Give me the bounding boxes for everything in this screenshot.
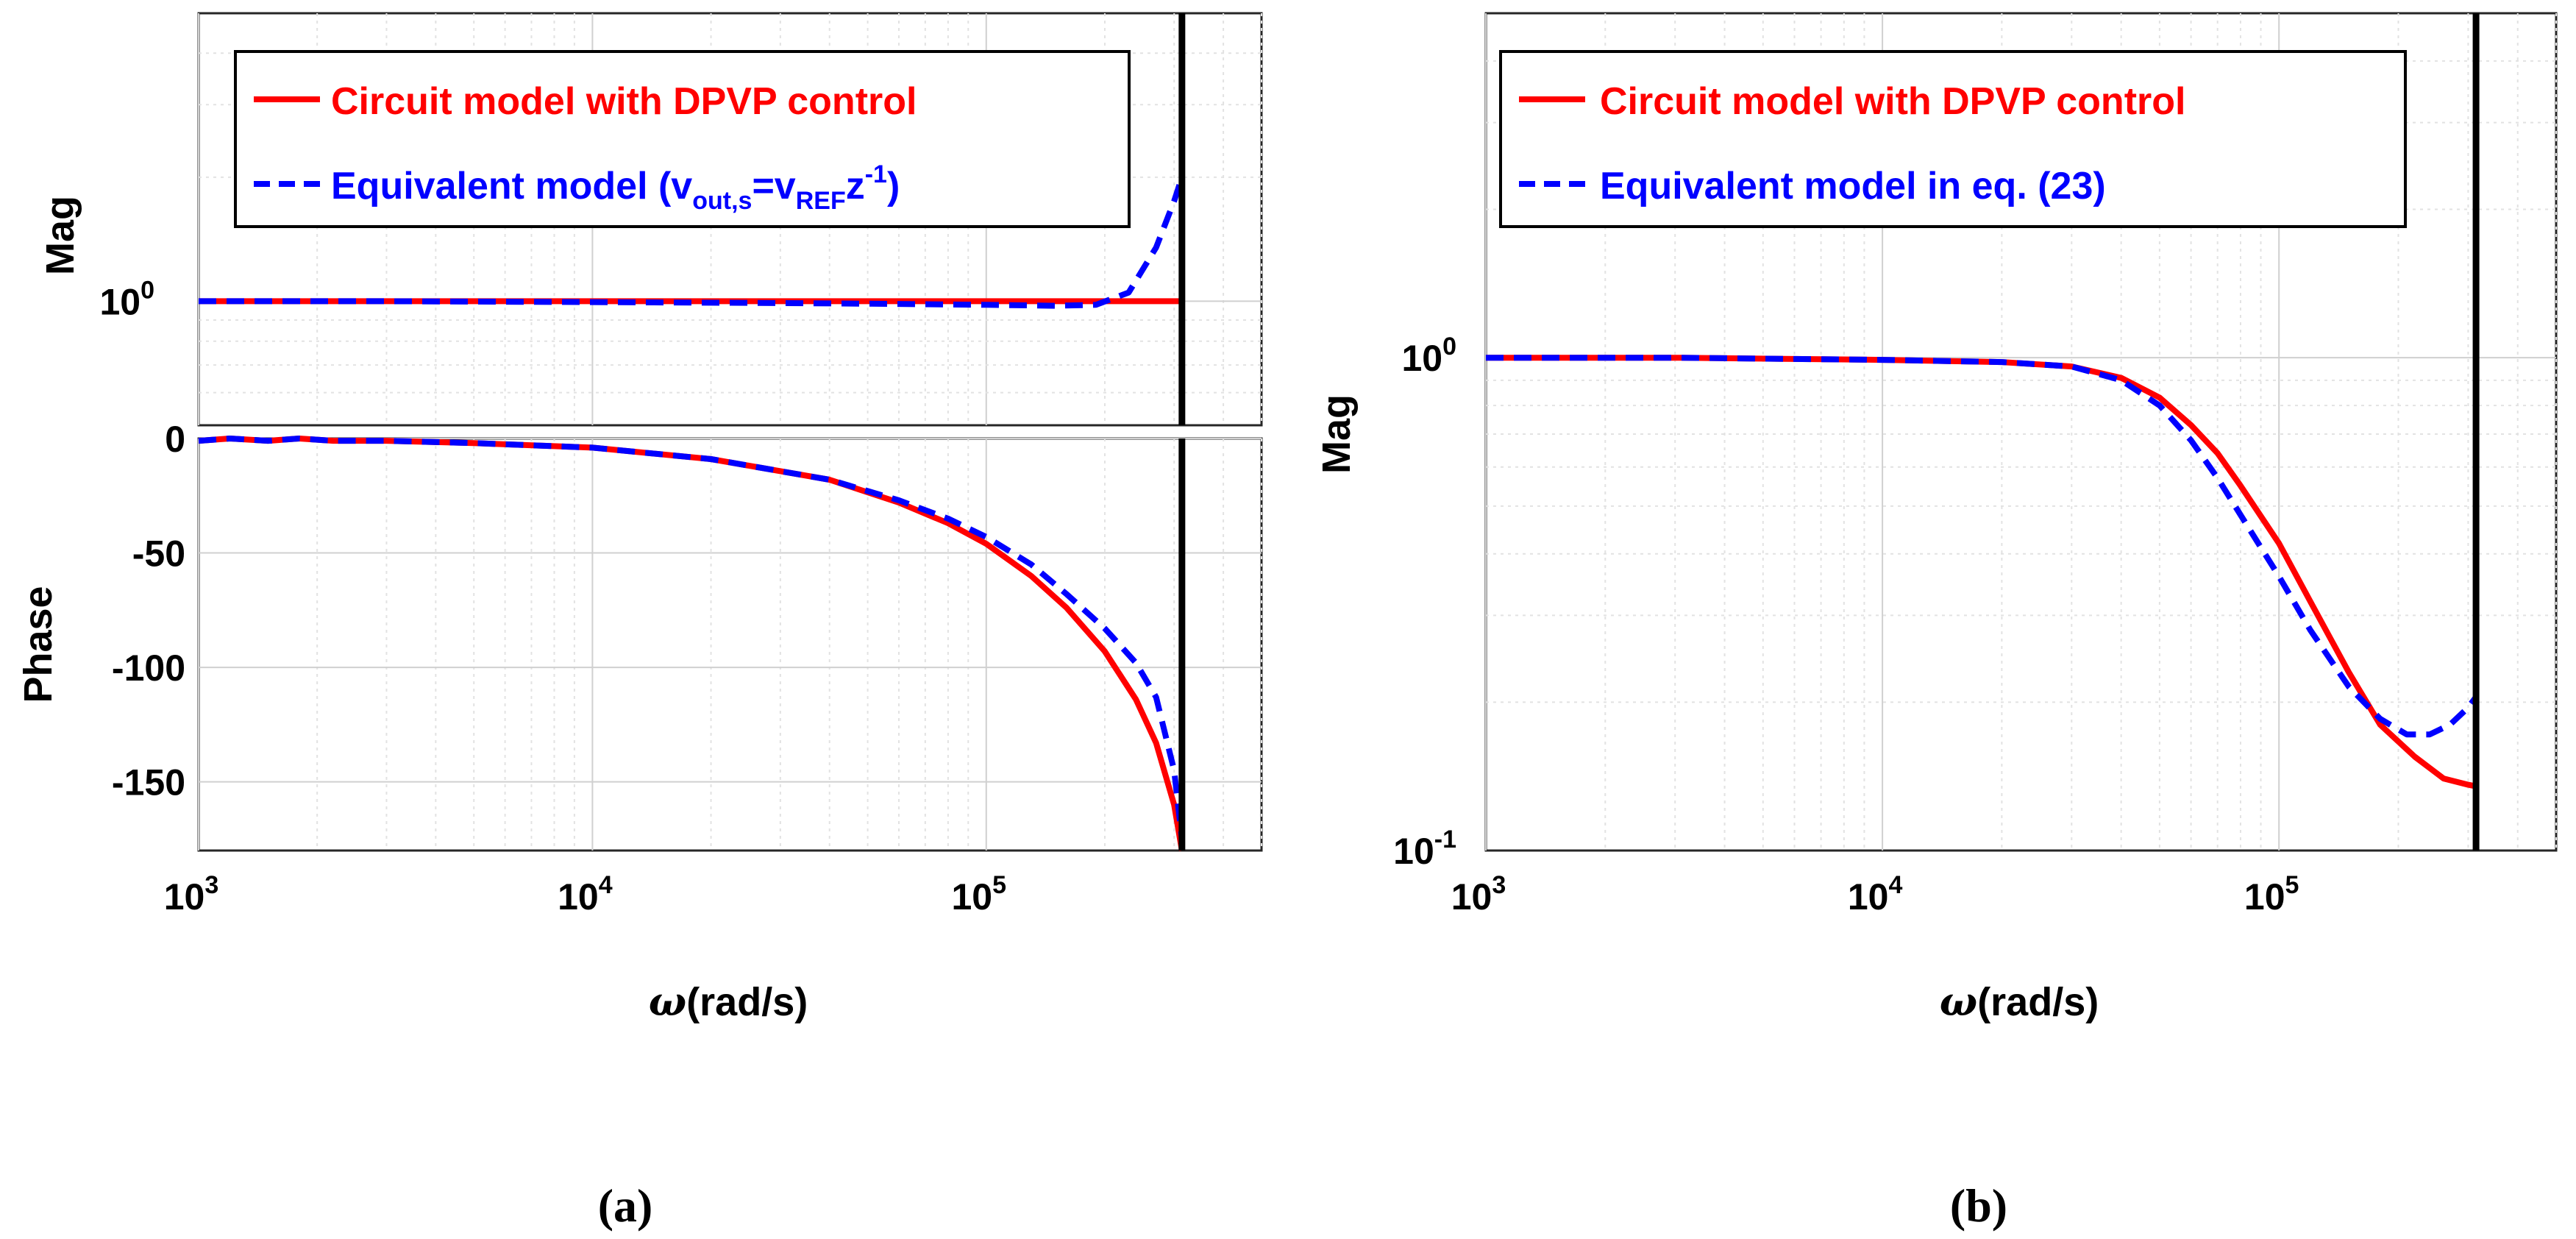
chart-b-yticks: 10-1 100 [1393, 333, 1456, 872]
chart-b-caption: (b) [1950, 1179, 2007, 1232]
chart-b: 10-1 100 103 104 105 Mag Circuit model with… [1314, 12, 2558, 1232]
chart-b-series [1486, 355, 2479, 789]
chart-b-ylabel: Mag [1314, 394, 1359, 474]
chart-b-series-equivalent [1486, 355, 2479, 738]
chart-a-phase-ylabel: Phase [16, 586, 60, 703]
chart-b-xtick-label: 104 [1848, 871, 1903, 917]
chart-b-legend-box [1499, 50, 2407, 228]
chart-a-caption: (a) [598, 1179, 653, 1232]
chart-b-ytick-label: 10-1 [1393, 826, 1456, 872]
chart-b-xticks: 103 104 105 [1451, 871, 2299, 917]
chart-a-mag-ylabel: Mag [38, 196, 82, 275]
chart-a-phase-ytick-label: -50 [132, 533, 185, 575]
chart-a-mag-yticks: 100 [99, 276, 154, 322]
chart-b-legend: Circuit model with DPVP control Equivale… [1499, 50, 2407, 228]
chart-b-xtick-label: 105 [2244, 871, 2299, 917]
chart-a-mag-series-equivalent [199, 176, 1185, 309]
chart-a-phase-series-equivalent [198, 436, 1185, 839]
chart-a-legend: Circuit model with DPVP control Equivale… [234, 50, 1131, 228]
chart-b-legend-label-blue: Equivalent model in eq. (23) [1600, 165, 2106, 207]
chart-a: 100 Mag Circuit model with DPVP control … [16, 12, 1263, 1232]
chart-a-legend-label-red: Circuit model with DPVP control [331, 80, 917, 123]
chart-a-phase-series [198, 436, 1185, 851]
chart-b-xlabel: ω(rad/s) [1940, 978, 2099, 1025]
chart-a-xticks: 103 104 105 [164, 871, 1006, 917]
chart-a-phase-ytick-label: -100 [112, 647, 185, 689]
chart-a-legend-label-blue: Equivalent model (vout,s=vREFz-1) [331, 160, 900, 215]
chart-b-series-circuit [1486, 355, 2477, 789]
chart-a-phase-yticks: 0 -50 -100 -150 [112, 419, 185, 803]
chart-a-xlabel: ω(rad/s) [649, 978, 808, 1025]
chart-a-xtick-label: 103 [164, 871, 219, 917]
chart-a-phase-ytick-label: -150 [112, 762, 185, 803]
chart-a-legend-box [234, 50, 1131, 228]
chart-a-mag-series [199, 176, 1185, 309]
chart-a-phase-ytick-label: 0 [165, 419, 185, 460]
chart-a-mag-ytick-label: 100 [99, 276, 154, 322]
chart-b-legend-label-red: Circuit model with DPVP control [1600, 80, 2185, 123]
chart-a-phase-series-circuit [198, 436, 1185, 851]
chart-a-xtick-label: 105 [952, 871, 1007, 917]
chart-b-xtick-label: 103 [1451, 871, 1506, 917]
chart-b-ytick-label: 100 [1401, 333, 1456, 379]
chart-a-xtick-label: 104 [558, 871, 613, 917]
chart-a-phase-axes: 0 -50 -100 -150 Phase [16, 419, 1263, 852]
